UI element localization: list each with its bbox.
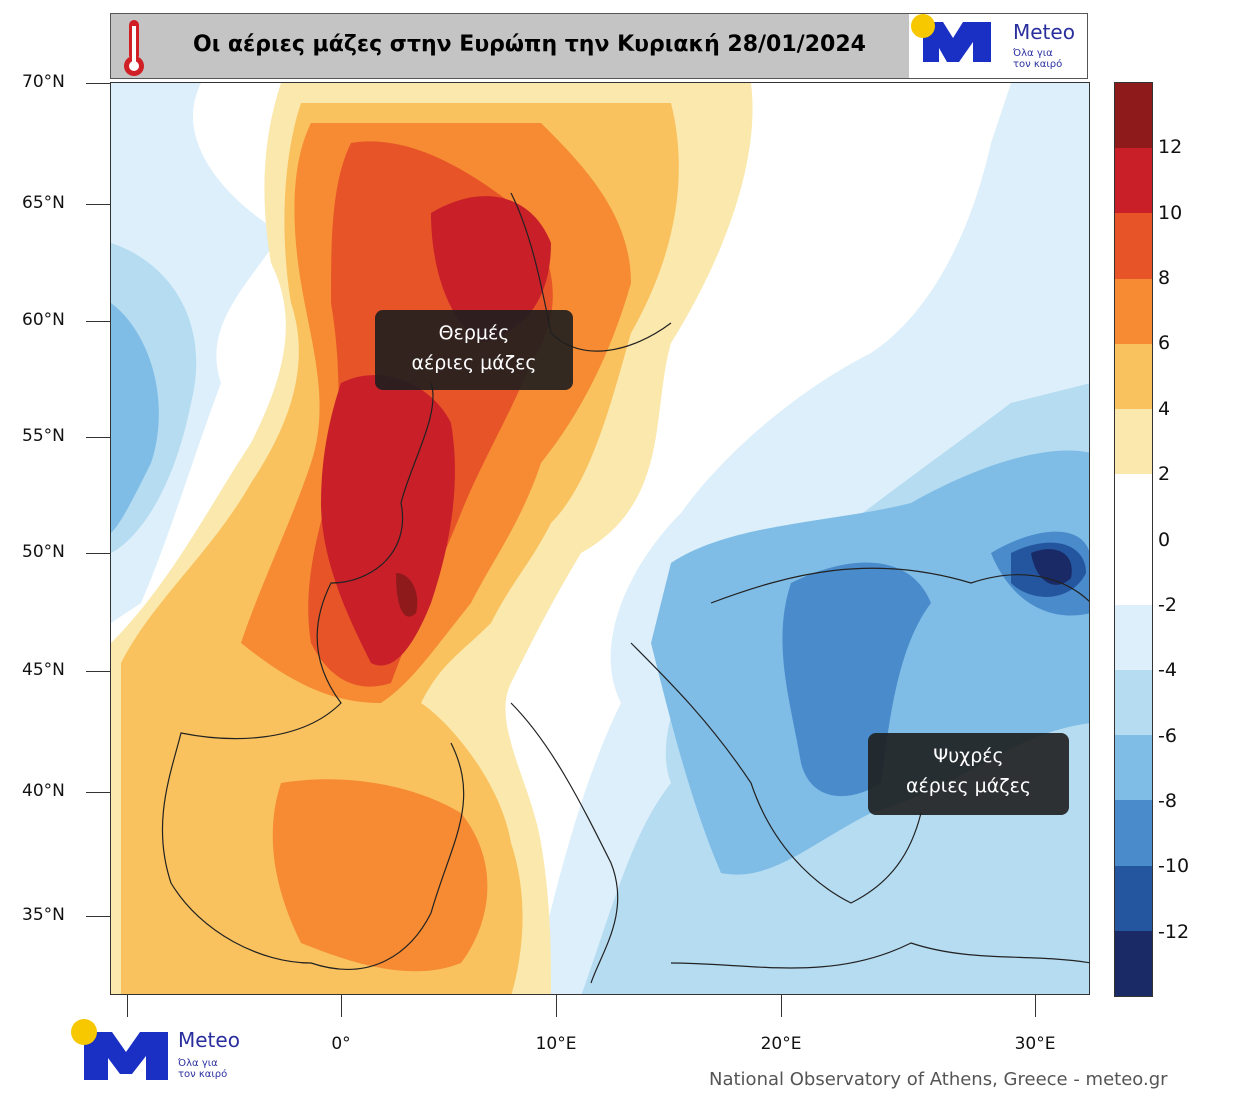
colorbar-bin — [1115, 343, 1152, 410]
logo-tagline: Όλα για τον καιρό — [1013, 48, 1062, 70]
colorbar-label: 4 — [1158, 397, 1171, 420]
colorbar-label: -8 — [1158, 789, 1177, 812]
colorbar-bin — [1115, 539, 1152, 605]
credit-text: National Observatory of Athens, Greece -… — [709, 1069, 1168, 1090]
colorbar-bin — [1115, 409, 1152, 475]
colorbar-label: 8 — [1158, 267, 1171, 290]
colorbar-label: -6 — [1158, 724, 1177, 747]
cold-line1: Ψυχρές — [933, 745, 1004, 767]
cold-air-annotation: Ψυχρές αέριες μάζες — [868, 733, 1069, 815]
meteo-m-icon — [71, 1019, 168, 1080]
lat-tick — [86, 437, 110, 438]
map-shading — [111, 83, 1089, 994]
colorbar-bin — [1115, 83, 1152, 149]
thermometer-icon — [124, 20, 144, 76]
lon-label: 30°E — [1014, 1034, 1056, 1054]
lat-label: 45°N — [22, 660, 65, 680]
colorbar-bin — [1115, 865, 1152, 931]
warm-line1: Θερμές — [438, 322, 510, 344]
warm-air-annotation: Θερμές αέριες μάζες — [375, 310, 573, 390]
lon-tick — [127, 995, 128, 1017]
tagline-1: Όλα για — [1013, 48, 1053, 59]
logo-brand: Meteo — [178, 1028, 240, 1052]
colorbar-label: 6 — [1158, 332, 1171, 355]
colorbar-label: 12 — [1158, 136, 1183, 159]
colorbar-label: -12 — [1158, 920, 1190, 943]
meteo-m-icon — [911, 14, 991, 62]
lon-tick — [1035, 995, 1036, 1017]
colorbar-bin — [1115, 148, 1152, 214]
lat-tick — [86, 204, 110, 205]
colorbar-label: -4 — [1158, 659, 1177, 682]
title-bar: Οι αέριες μάζες στην Ευρώπη την Κυριακή … — [110, 13, 1088, 79]
colorbar-label: 2 — [1158, 463, 1171, 486]
lat-label: 50°N — [22, 542, 65, 562]
lon-tick — [341, 995, 342, 1017]
lon-label: 20°E — [760, 1034, 802, 1054]
tagline-1: Όλα για — [178, 1058, 218, 1069]
colorbar-bin — [1115, 604, 1152, 670]
lat-tick — [86, 83, 110, 84]
colorbar-bin — [1115, 278, 1152, 344]
lon-label: 10°E — [535, 1034, 577, 1054]
lat-label: 35°N — [22, 905, 65, 925]
lon-tick — [781, 995, 782, 1017]
lat-tick — [86, 916, 110, 917]
meteo-logo: Meteo Όλα για τον καιρό — [909, 14, 1087, 78]
colorbar-bin — [1115, 213, 1152, 279]
lat-label: 70°N — [22, 72, 65, 92]
lat-label: 40°N — [22, 781, 65, 801]
colorbar-bin — [1115, 474, 1152, 540]
lat-label: 65°N — [22, 193, 65, 213]
lat-label: 55°N — [22, 426, 65, 446]
cold-line2: αέριες μάζες — [905, 775, 1032, 797]
meteo-logo-bottom: Meteo Όλα για τον καιρό — [70, 1018, 270, 1082]
lat-tick — [86, 321, 110, 322]
warm-line2: αέριες μάζες — [411, 352, 537, 374]
lon-tick — [556, 995, 557, 1017]
page-title: Οι αέριες μάζες στην Ευρώπη την Κυριακή … — [193, 32, 866, 57]
colorbar-bin — [1115, 800, 1152, 866]
temperature-map — [110, 82, 1090, 995]
logo-tagline: Όλα για τον καιρό — [178, 1058, 227, 1080]
tagline-2: τον καιρό — [178, 1069, 228, 1080]
colorbar-label: 0 — [1158, 528, 1171, 551]
colorbar-label: 10 — [1158, 201, 1183, 224]
colorbar-label: -2 — [1158, 593, 1177, 616]
lat-label: 60°N — [22, 310, 65, 330]
logo-brand: Meteo — [1013, 20, 1075, 44]
colorbar-label: -10 — [1158, 855, 1190, 878]
colorbar-bin — [1115, 930, 1152, 997]
colorbar — [1114, 82, 1153, 997]
lat-tick — [86, 671, 110, 672]
lat-tick — [86, 553, 110, 554]
lon-label: 0° — [331, 1034, 351, 1054]
colorbar-bin — [1115, 735, 1152, 801]
tagline-2: τον καιρό — [1013, 59, 1063, 70]
colorbar-bin — [1115, 669, 1152, 736]
lat-tick — [86, 792, 110, 793]
